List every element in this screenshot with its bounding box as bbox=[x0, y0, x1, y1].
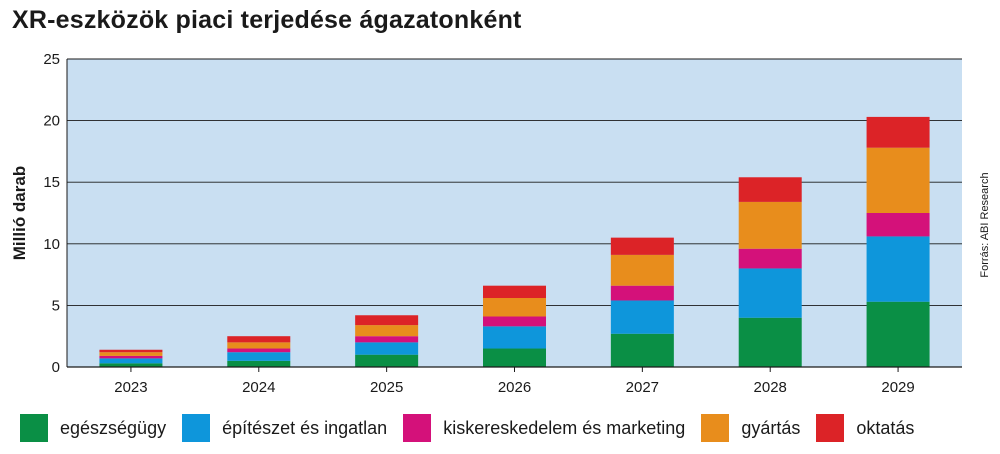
bar-segment bbox=[227, 348, 291, 353]
legend-item: egészségügy bbox=[20, 414, 166, 442]
y-axis-label: Millió darab bbox=[10, 166, 29, 260]
legend-swatch bbox=[701, 414, 730, 442]
y-tick-label: 5 bbox=[52, 297, 60, 314]
bar-segment bbox=[99, 358, 163, 364]
bar-segment bbox=[483, 298, 546, 317]
legend: egészségügy építészet és ingatlan kiskeres… bbox=[20, 414, 930, 442]
bar-segment bbox=[866, 236, 930, 302]
bar-segment bbox=[738, 268, 802, 318]
bar-segment bbox=[610, 333, 674, 367]
source-note: Forrás: ABI Research bbox=[979, 172, 991, 277]
legend-label: gyártás bbox=[741, 417, 801, 438]
bar-segment bbox=[355, 342, 419, 355]
bar-segment bbox=[866, 213, 930, 237]
bar-segment bbox=[99, 363, 163, 367]
legend-swatch bbox=[20, 414, 48, 442]
legend-label: építészet és ingatlan bbox=[222, 417, 388, 438]
x-tick-label: 2026 bbox=[498, 379, 531, 396]
y-tick-label: 20 bbox=[43, 113, 60, 130]
bar-segment bbox=[355, 336, 419, 343]
legend-swatch bbox=[182, 414, 211, 442]
bar-segment bbox=[610, 285, 674, 301]
y-tick-label: 10 bbox=[43, 236, 60, 253]
y-axis: 0 5 10 15 20 25 bbox=[43, 51, 68, 376]
x-tick-label: 2027 bbox=[626, 379, 659, 396]
bar-segment bbox=[483, 326, 546, 349]
bars bbox=[99, 116, 930, 367]
bar-segment bbox=[738, 201, 802, 249]
bar-segment bbox=[99, 355, 163, 359]
chart-title: XR-eszközök piaci terjedése ágazatonként bbox=[12, 6, 522, 34]
legend-swatch bbox=[816, 414, 845, 442]
bar-segment bbox=[99, 349, 163, 353]
y-tick-label: 25 bbox=[43, 51, 60, 68]
bar-segment bbox=[227, 352, 291, 361]
bar-segment bbox=[866, 301, 930, 367]
x-tick-label: 2028 bbox=[754, 379, 787, 396]
x-tick-label: 2029 bbox=[881, 379, 914, 396]
bar-segment bbox=[738, 317, 802, 367]
legend-label: oktatás bbox=[856, 417, 915, 438]
legend-swatch bbox=[403, 414, 432, 442]
bar-segment bbox=[866, 147, 930, 213]
legend-label: kiskereskedelem és marketing bbox=[443, 417, 686, 438]
bar-segment bbox=[99, 352, 163, 356]
bar-segment bbox=[483, 285, 546, 299]
bar-segment bbox=[738, 177, 802, 202]
bar-segment bbox=[227, 336, 291, 343]
x-tick-label: 2024 bbox=[242, 379, 275, 396]
legend-item: gyártás bbox=[701, 414, 800, 442]
bar-segment bbox=[227, 342, 291, 349]
x-tick-label: 2025 bbox=[370, 379, 403, 396]
bar-segment bbox=[610, 300, 674, 334]
legend-item: oktatás bbox=[816, 414, 914, 442]
bar-segment bbox=[483, 348, 546, 367]
x-axis: 2023 2024 2025 2026 2027 2028 2029 bbox=[67, 366, 962, 396]
legend-label: egészségügy bbox=[60, 417, 167, 438]
legend-item: kiskereskedelem és marketing bbox=[403, 414, 685, 442]
bar-segment bbox=[227, 360, 291, 367]
bar-segment bbox=[355, 354, 419, 367]
bar-segment bbox=[610, 254, 674, 286]
bar-segment bbox=[866, 116, 930, 148]
legend-item: építészet és ingatlan bbox=[182, 414, 387, 442]
bar-segment bbox=[355, 325, 419, 337]
y-tick-label: 15 bbox=[43, 174, 60, 191]
bar-segment bbox=[483, 316, 546, 327]
bar-segment bbox=[738, 248, 802, 269]
y-tick-label: 0 bbox=[52, 359, 60, 376]
bar-segment bbox=[610, 237, 674, 255]
x-tick-label: 2023 bbox=[114, 379, 147, 396]
bar-segment bbox=[355, 315, 419, 326]
